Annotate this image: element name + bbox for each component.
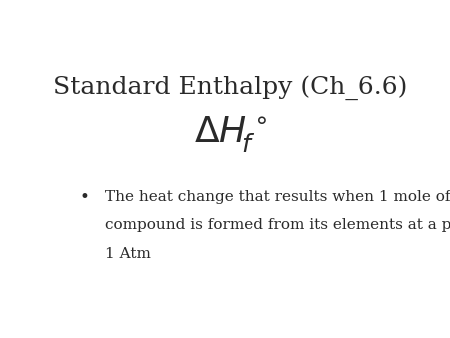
Text: •: • xyxy=(79,188,89,206)
Text: Standard Enthalpy (Ch_6.6): Standard Enthalpy (Ch_6.6) xyxy=(54,75,408,100)
Text: The heat change that results when 1 mole of a: The heat change that results when 1 mole… xyxy=(105,190,450,204)
Text: 1 Atm: 1 Atm xyxy=(105,247,151,261)
Text: compound is formed from its elements at a pressure of: compound is formed from its elements at … xyxy=(105,218,450,232)
Text: $\Delta H^\circ_{\!f}$: $\Delta H^\circ_{\!f}$ xyxy=(194,114,267,154)
